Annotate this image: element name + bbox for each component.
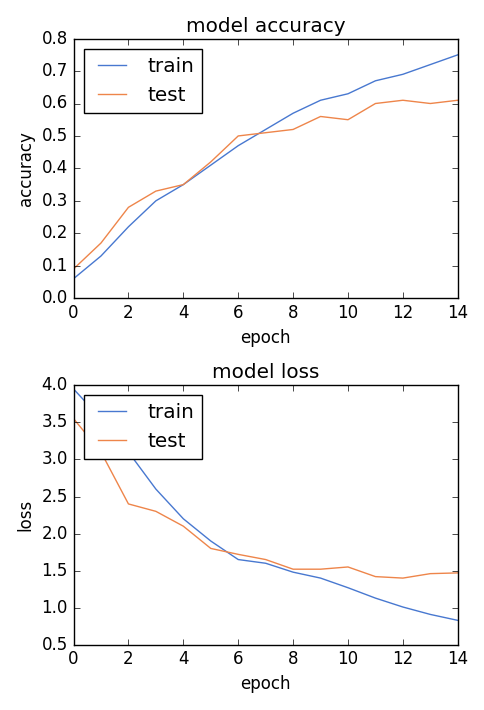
train (426, 610, 432, 618)
test (372, 572, 378, 581)
test (262, 555, 268, 564)
test (98, 448, 104, 457)
train (235, 555, 241, 564)
test (180, 522, 186, 530)
Line: train: train (74, 389, 457, 621)
train (208, 537, 213, 545)
test (235, 131, 241, 140)
Legend: train, test: train, test (83, 395, 202, 459)
train (180, 180, 186, 189)
train (71, 275, 76, 283)
test (180, 180, 186, 189)
test (289, 125, 295, 133)
Line: test: test (74, 419, 457, 578)
train (180, 515, 186, 523)
test (262, 129, 268, 137)
test (345, 116, 350, 124)
train (208, 161, 213, 170)
test (125, 500, 131, 508)
test (71, 265, 76, 273)
train (289, 568, 295, 577)
train (125, 448, 131, 457)
train (71, 385, 76, 393)
test (71, 415, 76, 423)
train (345, 89, 350, 98)
test (317, 565, 323, 574)
train (317, 574, 323, 582)
train (345, 584, 350, 592)
train (426, 60, 432, 69)
test (317, 112, 323, 121)
test (208, 544, 213, 552)
test (345, 563, 350, 572)
test (289, 565, 295, 574)
test (372, 99, 378, 108)
train (372, 77, 378, 85)
test (98, 239, 104, 247)
train (98, 252, 104, 261)
train (152, 485, 158, 493)
test (426, 99, 432, 108)
train (372, 594, 378, 602)
train (125, 222, 131, 231)
train (454, 50, 460, 59)
X-axis label: epoch: epoch (240, 675, 290, 694)
train (98, 415, 104, 423)
train (399, 603, 405, 611)
train (262, 125, 268, 133)
test (399, 96, 405, 104)
Y-axis label: loss: loss (16, 499, 34, 531)
train (289, 109, 295, 117)
test (454, 96, 460, 104)
Title: model loss: model loss (212, 364, 318, 382)
Line: train: train (74, 55, 457, 279)
Y-axis label: accuracy: accuracy (16, 131, 34, 206)
train (235, 141, 241, 150)
train (454, 616, 460, 625)
Line: test: test (74, 100, 457, 269)
test (399, 574, 405, 582)
test (152, 187, 158, 195)
test (235, 550, 241, 559)
X-axis label: epoch: epoch (240, 329, 290, 346)
Title: model accuracy: model accuracy (185, 16, 345, 36)
train (262, 559, 268, 567)
test (152, 507, 158, 515)
train (399, 70, 405, 79)
test (454, 569, 460, 577)
test (125, 203, 131, 212)
Legend: train, test: train, test (83, 48, 202, 113)
train (317, 96, 323, 104)
train (152, 197, 158, 205)
test (208, 158, 213, 166)
test (426, 569, 432, 578)
